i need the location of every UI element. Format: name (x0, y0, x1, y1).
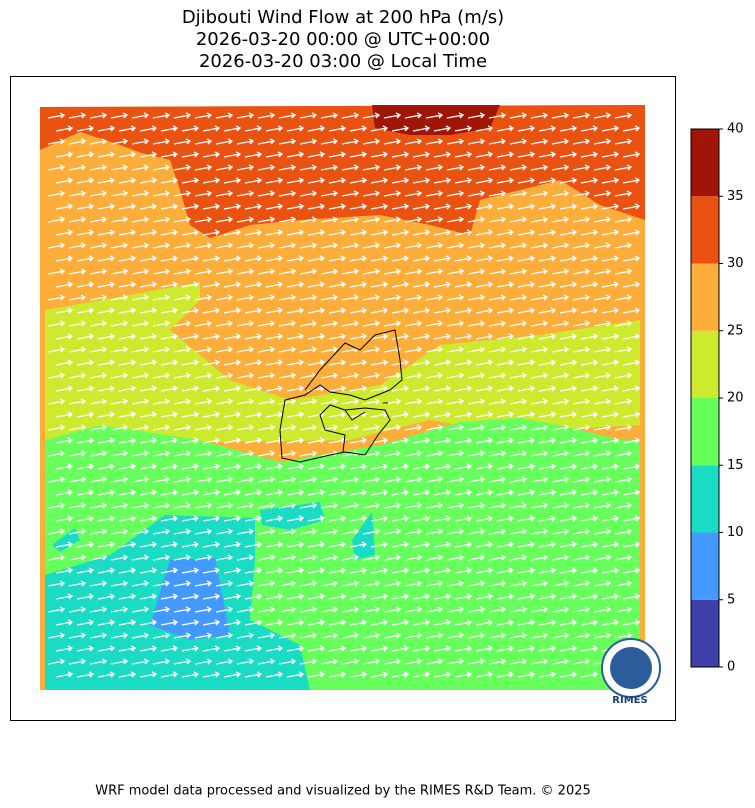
colorbar-segment (691, 330, 719, 398)
speed-region (40, 105, 645, 238)
colorbar-segment (691, 398, 719, 466)
colorbar-tick-label: 25 (727, 323, 744, 338)
colorbar-segment (691, 129, 719, 197)
colorbar-tick-label: 35 (727, 189, 744, 204)
colorbar-tick-label: 20 (727, 391, 744, 406)
colorbar-segment (691, 465, 719, 533)
colorbar-tick-label: 0 (727, 660, 735, 675)
colorbar-segment (691, 263, 719, 331)
speed-region (45, 282, 640, 445)
speed-region (352, 512, 375, 560)
colorbar-segment (691, 532, 719, 600)
map-frame (10, 76, 676, 721)
logo: RIMES (601, 638, 661, 706)
logo-globe (610, 647, 652, 689)
speed-region (260, 502, 325, 530)
wind-field (40, 105, 645, 690)
wind-vectors (47, 112, 641, 678)
colorbar-tick-label: 15 (727, 458, 744, 473)
colorbar-segment (691, 599, 719, 667)
country-border (279, 329, 403, 463)
footer: WRF model data processed and visualized … (95, 784, 591, 799)
colorbar-tick-label: 10 (727, 525, 744, 540)
title-line: 2026-03-20 03:00 @ Local Time (199, 51, 487, 72)
colorbar-tick-label: 30 (727, 256, 744, 271)
title-line: 2026-03-20 00:00 @ UTC+00:00 (196, 29, 490, 50)
colorbar-tick-label: 5 (727, 592, 735, 607)
speed-region (150, 558, 230, 640)
speed-region (372, 105, 500, 135)
title-line: Djibouti Wind Flow at 200 hPa (m/s) (182, 7, 504, 28)
colorbar-segment (691, 196, 719, 264)
colorbar-tick-label: 40 (727, 122, 744, 137)
colorbar: 0 5 10 15 20 25 30 35 40 (690, 122, 744, 675)
logo-text: RIMES (612, 695, 647, 706)
